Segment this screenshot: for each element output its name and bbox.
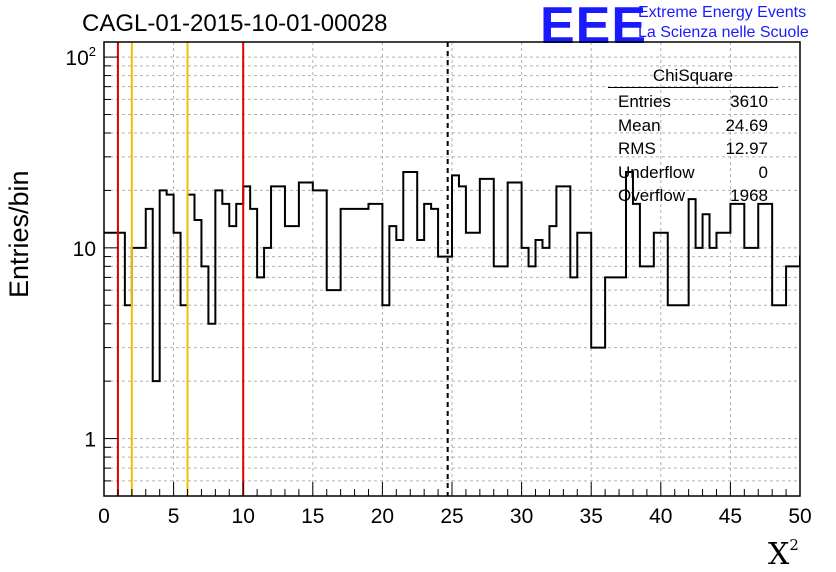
y-tick-label-base: 10 [65, 47, 88, 70]
stats-value: 1968 [730, 186, 768, 205]
stats-label: Entries [618, 92, 671, 111]
y-tick-label-exponent: 2 [89, 44, 96, 59]
x-tick-label: 35 [580, 505, 603, 528]
x-tick-label: 15 [301, 505, 324, 528]
x-axis-label-text: X [768, 537, 790, 572]
stats-row-underflow: Underflow 0 [608, 161, 778, 185]
stats-value: 12.97 [725, 139, 768, 158]
y-tick-label: 1 [84, 429, 96, 452]
x-tick-label: 25 [440, 505, 463, 528]
stats-row-overflow: Overflow 1968 [608, 184, 778, 208]
stats-box: ChiSquare Entries 3610 Mean 24.69 RMS 12.97… [608, 66, 778, 208]
y-tick-label: 10 [73, 238, 96, 261]
x-tick-label: 30 [510, 505, 533, 528]
stats-label: Overflow [618, 186, 686, 205]
stats-row-rms: RMS 12.97 [608, 137, 778, 161]
x-axis-label-superscript: 2 [789, 536, 799, 554]
x-tick-label: 45 [719, 505, 742, 528]
stats-value: 0 [758, 162, 768, 182]
x-tick-label: 40 [649, 505, 672, 528]
stats-row-entries: Entries 3610 [608, 90, 778, 114]
stats-label: RMS [618, 139, 656, 158]
x-tick-label: 5 [168, 505, 180, 528]
histogram-title: CAGL-01-2015-10-01-00028 [82, 10, 388, 37]
x-tick-label: 10 [232, 505, 255, 528]
logo-line-1: Extreme Energy Events [638, 4, 807, 21]
x-tick-label: 20 [371, 505, 394, 528]
stats-value: 3610 [730, 92, 768, 111]
stats-label: Underflow [618, 162, 695, 182]
eee-logo-mark: EEE [540, 0, 648, 55]
y-tick-label: 102 [65, 44, 96, 70]
stats-label: Mean [618, 115, 661, 135]
stats-row-mean: Mean 24.69 [608, 114, 778, 138]
eee-logo: EEE Extreme Energy Events La Scienza nel… [540, 0, 830, 55]
stats-title: ChiSquare [608, 66, 778, 88]
x-tick-label: 0 [98, 505, 110, 528]
stats-value: 24.69 [725, 115, 768, 135]
logo-line-2: La Scienza nelle Scuole [638, 24, 809, 41]
x-axis-label: X2 [768, 536, 799, 572]
x-tick-label: 50 [788, 505, 811, 528]
histogram-outline [104, 170, 800, 383]
